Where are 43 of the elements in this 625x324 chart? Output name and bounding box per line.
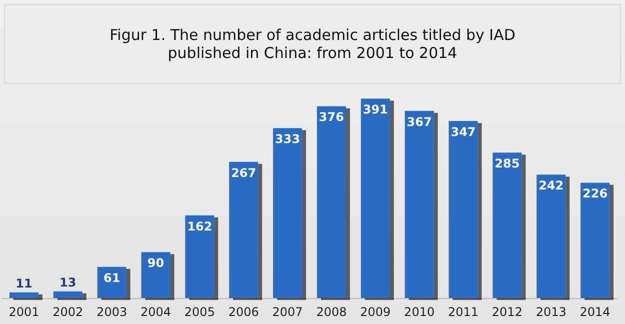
x-tick-label: 2003	[96, 305, 128, 319]
data-label: 90	[147, 256, 164, 270]
data-label: 376	[318, 110, 344, 124]
data-label: 13	[60, 275, 76, 290]
data-label: 333	[275, 132, 300, 146]
x-tick-label: 2014	[580, 305, 610, 319]
data-label: 391	[362, 102, 388, 117]
bar	[9, 292, 38, 298]
bar	[492, 152, 522, 298]
bar	[185, 215, 214, 298]
bar	[141, 252, 170, 298]
x-tick-label: 2008	[316, 305, 347, 319]
x-tick-label: 2013	[536, 305, 566, 319]
bar	[360, 98, 390, 298]
x-tick-label: 2010	[404, 305, 435, 319]
x-tick-label: 2004	[140, 305, 172, 319]
bar	[97, 266, 126, 298]
bar	[316, 106, 346, 298]
x-tick-label: 2006	[228, 305, 259, 319]
bar	[536, 174, 566, 298]
x-tick-label: 2011	[448, 305, 479, 319]
bar	[580, 182, 610, 298]
x-tick-label: 2012	[492, 305, 522, 319]
data-label: 162	[187, 219, 212, 234]
chart-title: Figur 1. The number of academic articles titled by IAD published in China: from 2001 to 2014	[4, 4, 621, 84]
data-label: 285	[494, 156, 520, 171]
data-label: 367	[406, 114, 432, 129]
data-label: 267	[231, 166, 256, 180]
bar	[404, 110, 434, 298]
bar	[53, 291, 82, 298]
bar	[273, 128, 302, 298]
x-tick-label: 2009	[360, 305, 391, 319]
data-label: 11	[16, 276, 32, 290]
data-label: 226	[582, 186, 608, 201]
data-label: 242	[538, 178, 564, 193]
bar	[448, 121, 478, 298]
data-label: 347	[450, 125, 476, 140]
x-tick-label: 2001	[8, 305, 40, 319]
bar	[229, 162, 258, 298]
data-label: 61	[103, 270, 120, 285]
x-tick-label: 2007	[272, 305, 303, 319]
x-tick-label: 2002	[52, 305, 84, 319]
x-tick-label: 2005	[184, 305, 215, 319]
